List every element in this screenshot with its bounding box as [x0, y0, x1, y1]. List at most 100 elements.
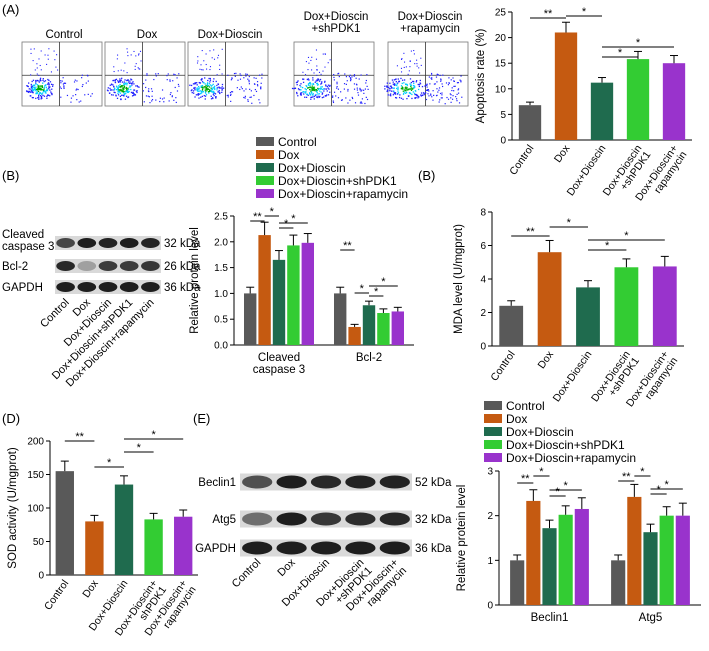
flow-event-dot: [50, 92, 53, 95]
flow-event-dot: [207, 84, 210, 87]
blotB-lane-label: Control: [38, 297, 72, 331]
flow-event-dot: [392, 94, 395, 96]
chartBP-sig-label-line: **: [343, 240, 352, 252]
flow-event-dot: [201, 86, 204, 89]
flow-event-dot: [120, 89, 123, 92]
chartBM-sig-label-line: *: [605, 240, 610, 252]
flow-event-dot: [209, 50, 211, 52]
flow-event-dot: [452, 95, 454, 97]
flow-event-dot: [356, 87, 358, 89]
flow-event-dot: [50, 83, 53, 85]
flow-event-dot: [121, 77, 123, 79]
chartEP-y-tick-label: 2: [487, 511, 493, 522]
flow-event-dot: [393, 90, 395, 92]
flow-event-dot: [353, 75, 355, 77]
flow-event-dot: [170, 92, 172, 94]
flow-event-dot: [310, 83, 312, 85]
flow-event-dot: [116, 58, 118, 60]
chartBP-sig-label: *: [374, 286, 379, 298]
blotE-kda-label: 52 kDa: [415, 477, 452, 489]
flow-event-dot: [324, 66, 326, 68]
flow-event-dot: [127, 79, 129, 81]
flow-event-dot: [66, 94, 69, 97]
chartD-y-tick-label-line: 50: [33, 537, 45, 548]
blotE-lane-label: Control: [230, 557, 264, 591]
flow-event-dot: [123, 81, 125, 83]
flow-event-dot: [139, 68, 141, 70]
flow-event-dot: [256, 84, 259, 86]
flow-event-dot: [306, 78, 309, 81]
flow-event-dot: [321, 92, 324, 94]
flow-event-dot: [106, 89, 109, 91]
flow-event-dot: [204, 86, 207, 88]
flow-event-dot: [363, 89, 365, 91]
flow-event-dot: [311, 69, 313, 71]
chartA-category-label: Control: [507, 143, 536, 178]
legendE-swatch: [484, 427, 502, 436]
flow-event-dot: [39, 85, 41, 87]
flow-event-dot: [386, 89, 389, 91]
chartD-sig-label: **: [75, 431, 84, 443]
flow-event-dot: [213, 86, 215, 88]
flow-event-dot: [321, 86, 323, 88]
flow-event-dot: [221, 73, 223, 75]
flow-event-dot: [169, 80, 171, 82]
flow-event-dot: [120, 98, 122, 101]
flow-event-dot: [326, 90, 328, 92]
chartA-y-tick-label-line: 5: [500, 110, 506, 121]
flow-event-dot: [387, 94, 389, 96]
chartBP-y-tick-label-line: 2.0: [214, 237, 228, 248]
flow-event-dot: [213, 58, 216, 60]
flow-event-dot: [126, 79, 129, 81]
blotE-row-label: Atg5: [212, 514, 236, 526]
flow-event-dot: [324, 81, 326, 83]
flow-event-dot: [420, 57, 422, 59]
flow-event-dot: [307, 87, 309, 89]
flow-event-dot: [43, 80, 45, 83]
chartA-y-tick-label: 0: [500, 136, 506, 147]
chartD-bar: [114, 484, 134, 575]
flow-event-dot: [205, 88, 208, 90]
flow-event-dot: [209, 89, 211, 91]
flow-event-dot: [410, 89, 413, 91]
blotE-kda-label: 36 kDa: [415, 543, 452, 555]
flow-event-dot: [207, 79, 209, 82]
flow-event-dot: [166, 74, 168, 77]
flow-event-dot: [349, 99, 351, 101]
flow-event-dot: [212, 93, 215, 95]
flow-event-dot: [231, 77, 233, 79]
flow-event-dot: [333, 79, 335, 81]
flow-event-dot: [38, 74, 40, 76]
chartBP-sig-label-line: *: [270, 206, 275, 218]
flow-event-dot: [357, 92, 359, 94]
flow-event-dot: [391, 79, 394, 81]
flow-event-dot: [338, 75, 340, 78]
flow-event-dot: [35, 82, 37, 84]
flow-event-dot: [212, 83, 214, 86]
flow-event-dot: [396, 82, 399, 84]
flow-event-dot: [436, 88, 438, 90]
flow-event-dot: [119, 78, 121, 80]
blotB-lane-label-line: Control: [38, 297, 72, 331]
flow-event-dot: [248, 75, 250, 78]
chartA-bar: [590, 82, 614, 140]
flow-event-dot: [75, 89, 77, 91]
flow-event-dot: [386, 82, 388, 84]
flow-event-dot: [355, 77, 357, 79]
chartD-category-label-line: Control: [42, 578, 71, 613]
legendB-entry-line: Dox+Dioscin+shPDK1: [278, 174, 397, 188]
flow-event-dot: [395, 78, 397, 80]
flow-event-dot: [30, 52, 32, 55]
flow-event-dot: [441, 85, 444, 88]
chartEP-y-tick-label-line: 2: [487, 511, 493, 522]
flow-event-dot: [209, 79, 212, 81]
blotE-row-label-line: GAPDH: [195, 543, 236, 555]
flow-event-dot: [395, 97, 398, 99]
flow-event-dot: [123, 85, 126, 87]
flow-event-dot: [324, 80, 326, 82]
flow-event-dot: [312, 94, 314, 96]
flow-event-dot: [357, 94, 360, 96]
flow-event-dot: [132, 81, 134, 83]
blotE-kda-label: 32 kDa: [415, 514, 452, 526]
flow-event-dot: [317, 78, 319, 80]
